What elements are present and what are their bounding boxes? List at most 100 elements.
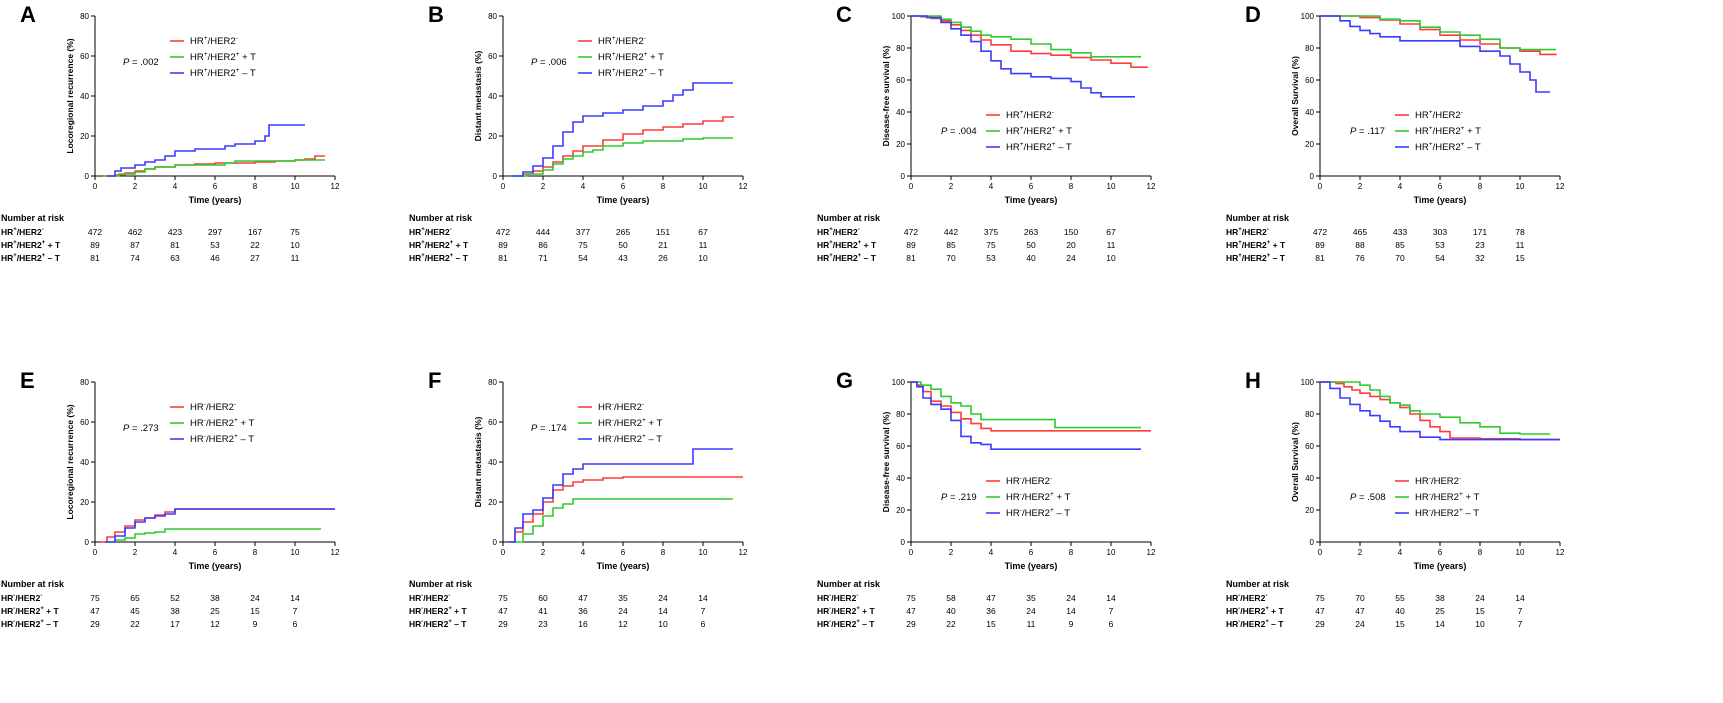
- legend-label-3-sup1: -: [204, 433, 206, 440]
- risk-count: 47: [498, 606, 508, 616]
- x-tick-label: 10: [1107, 548, 1116, 557]
- risk-row-label-1-sup2: -: [858, 227, 860, 233]
- risk-header: Number at risk: [1226, 579, 1290, 589]
- risk-row-label-2-sup1: +: [421, 240, 425, 246]
- x-tick-label: 0: [501, 182, 506, 191]
- series-line-2: [105, 528, 321, 543]
- risk-row-label-2-mid: /HER2: [1240, 606, 1265, 616]
- risk-count: 81: [170, 240, 180, 250]
- legend-label-3-post: – T: [1463, 508, 1479, 519]
- risk-count: 171: [1473, 227, 1487, 237]
- legend-label-1: HR-/HER2-: [1006, 475, 1052, 487]
- p-value: P = .174: [531, 423, 567, 434]
- risk-count: 29: [906, 619, 916, 629]
- risk-count: 89: [498, 240, 508, 250]
- legend-label-1-mid: /HER2: [206, 402, 234, 413]
- legend-label-1-sup2: -: [1052, 109, 1054, 116]
- legend-label-1-sup1: -: [1429, 475, 1431, 482]
- risk-row-label-1-pre: HR: [1226, 593, 1238, 603]
- x-tick-label: 0: [501, 548, 506, 557]
- legend-label-1-pre: HR: [1006, 110, 1020, 121]
- legend-label-2: HR+/HER2+ + T: [1006, 125, 1072, 137]
- risk-count: 53: [1435, 240, 1445, 250]
- x-tick-label: 2: [949, 548, 954, 557]
- risk-count: 81: [90, 253, 100, 263]
- risk-count: 74: [130, 253, 140, 263]
- x-tick-label: 4: [581, 182, 586, 191]
- legend-label-3-post: – T: [648, 68, 664, 79]
- y-tick-label: 0: [901, 172, 906, 181]
- risk-row-label-1-mid: /HER2: [1242, 227, 1267, 237]
- p-equals: =: [537, 423, 548, 434]
- risk-header: Number at risk: [1, 579, 65, 589]
- risk-count: 9: [253, 619, 258, 629]
- legend-label-2-pre: HR: [598, 52, 612, 63]
- risk-row-label-1-sup2: -: [450, 227, 452, 233]
- risk-count: 11: [1107, 240, 1116, 250]
- series-line-2: [513, 137, 733, 177]
- legend-label-3-post: – T: [646, 434, 662, 445]
- risk-row-label-2-sup2: +: [450, 240, 454, 246]
- series-line-2: [911, 15, 1141, 58]
- risk-row-label-2-sup1: +: [1238, 240, 1242, 246]
- risk-count: 11: [1516, 240, 1525, 250]
- risk-count: 35: [1026, 593, 1036, 603]
- x-tick-label: 0: [909, 548, 914, 557]
- risk-row-label-3-post: – T: [1269, 619, 1284, 629]
- x-tick-label: 8: [1478, 182, 1483, 191]
- panel-letter: G: [836, 368, 853, 393]
- legend-label-1-sup1: +: [204, 35, 208, 42]
- y-tick-label: 60: [80, 418, 89, 427]
- risk-row-label-3-mid: /HER2: [833, 253, 858, 263]
- y-tick-label: 40: [1305, 108, 1314, 117]
- risk-row-label-1: HR-/HER2-: [817, 593, 858, 603]
- p-equals: =: [1356, 492, 1367, 503]
- panel-letter: F: [428, 368, 441, 393]
- risk-row-label-3-post: – T: [452, 619, 467, 629]
- risk-row-label-3-sup1: +: [1238, 253, 1242, 259]
- series-line-1: [509, 476, 743, 543]
- risk-row-label-1: HR+/HER2-: [1, 227, 44, 237]
- y-axis-label: Overall Survival (%): [1290, 56, 1300, 136]
- risk-count: 29: [1315, 619, 1325, 629]
- risk-count: 24: [1026, 606, 1036, 616]
- y-axis-label: Overall Survival (%): [1290, 422, 1300, 502]
- legend-label-2-sup1: +: [612, 51, 616, 58]
- risk-row-label-2: HR+/HER2+ + T: [1, 240, 61, 250]
- risk-count: 23: [1475, 240, 1485, 250]
- risk-count: 47: [90, 606, 100, 616]
- p-symbol: P: [1350, 492, 1357, 503]
- x-tick-label: 2: [541, 182, 546, 191]
- risk-row-label-1-sup2: -: [42, 227, 44, 233]
- legend-label-1-pre: HR: [598, 402, 612, 413]
- risk-row-label-3: HR+/HER2+ – T: [409, 253, 469, 263]
- legend-label-3-sup2: +: [1050, 507, 1054, 514]
- risk-count: 47: [1355, 606, 1365, 616]
- risk-row-label-3-sup2: +: [858, 253, 862, 259]
- series-line-3: [1320, 381, 1560, 441]
- risk-count: 43: [618, 253, 628, 263]
- p-value-number: .006: [548, 57, 567, 68]
- series-line-1: [1320, 15, 1557, 56]
- legend-label-3-sup2: +: [642, 433, 646, 440]
- risk-count: 433: [1393, 227, 1407, 237]
- y-tick-label: 80: [896, 44, 905, 53]
- legend-label-1: HR-/HER2-: [598, 401, 644, 413]
- risk-count: 47: [1315, 606, 1325, 616]
- risk-count: 15: [1475, 606, 1485, 616]
- risk-count: 24: [1066, 253, 1076, 263]
- risk-count: 76: [1355, 253, 1365, 263]
- panel-letter: H: [1245, 368, 1261, 393]
- risk-count: 50: [1026, 240, 1036, 250]
- risk-row-label-3-sup2: +: [448, 619, 452, 625]
- x-tick-label: 4: [989, 182, 994, 191]
- risk-row-label-2-post: + T: [861, 240, 877, 250]
- x-axis-label: Time (years): [189, 195, 242, 205]
- risk-count: 85: [1395, 240, 1405, 250]
- risk-count: 67: [698, 227, 708, 237]
- p-value-number: .002: [140, 57, 159, 68]
- legend-label-2-mid: /HER2: [1431, 492, 1459, 503]
- risk-row-label-2-pre: HR: [817, 606, 829, 616]
- series-line-1: [911, 381, 1151, 432]
- y-tick-label: 0: [85, 538, 90, 547]
